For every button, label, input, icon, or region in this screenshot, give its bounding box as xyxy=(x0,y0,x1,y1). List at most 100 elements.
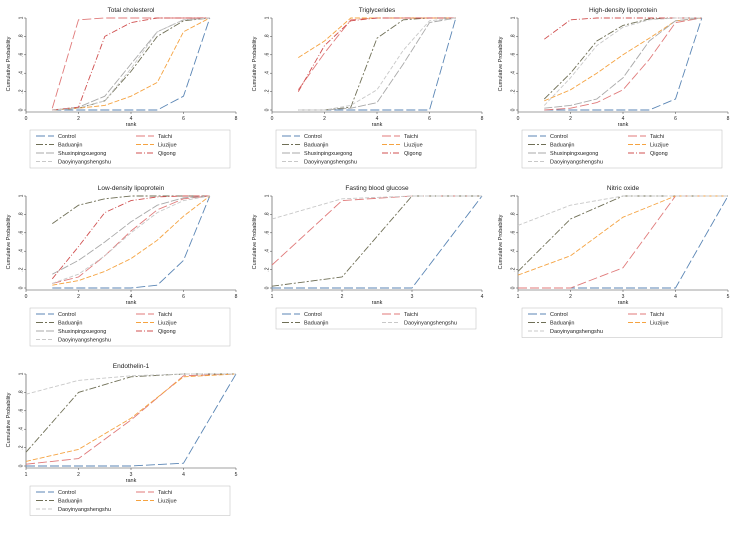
legend-label-liuzijue: Liuzijue xyxy=(650,143,669,149)
legend-label-shuxinpingxuegong: Shuxinpingxuegong xyxy=(550,151,598,157)
x-tick-label: 4 xyxy=(376,116,379,122)
legend-label-daoyinyangshengshu: Daoyinyangshengshu xyxy=(304,160,357,166)
legend-label-taichi: Taichi xyxy=(158,312,172,318)
chart-title: High-density lipoprotein xyxy=(589,7,657,14)
legend-label-qigong: Qigong xyxy=(158,329,176,335)
legend-label-control: Control xyxy=(550,312,568,318)
chart-nitric-oxide: Nitric oxide 0 .2 .4 .6 .8 1 1 2 3 4 5 rank Cumulativ… xyxy=(492,178,738,356)
x-tick-label: 5 xyxy=(235,472,238,478)
chart-svg: Fasting blood glucose 0 .2 .4 .6 .8 1 1 2 3 4 rank C… xyxy=(252,185,484,330)
legend-label-shuxinpingxuegong: Shuxinpingxuegong xyxy=(304,151,352,157)
y-tick-label: 1 xyxy=(264,194,270,197)
chart-total-cholesterol: Total cholesterol 0 .2 .4 .6 .8 1 0 2 4 6 8 rank Cumu… xyxy=(0,0,246,178)
y-axis-label: Cumulative Probability xyxy=(252,36,258,91)
x-tick-label: 6 xyxy=(428,116,431,122)
chart-triglycerides: Triglycerides 0 .2 .4 .6 .8 1 0 2 4 6 8 rank Cumulati… xyxy=(246,0,492,178)
x-axis-label: rank xyxy=(618,300,629,306)
series-line-taichi xyxy=(518,195,728,289)
series-line-taichi xyxy=(52,195,210,284)
y-tick-label: .4 xyxy=(18,427,24,431)
series-line-shuxinpingxuegong xyxy=(52,195,210,275)
series-line-liuzijue xyxy=(52,17,211,111)
y-tick-label: .4 xyxy=(264,71,270,75)
legend-label-qigong: Qigong xyxy=(650,151,668,157)
legend-box xyxy=(29,485,231,516)
series-line-control xyxy=(544,17,703,111)
legend-label-daoyinyangshengshu: Daoyinyangshengshu xyxy=(58,160,111,166)
series-line-daoyinyangshengshu xyxy=(25,373,236,395)
legend-label-control: Control xyxy=(304,312,322,318)
series-line-liuzijue xyxy=(544,17,702,102)
x-tick-label: 3 xyxy=(411,294,414,300)
chart-svg: Triglycerides 0 .2 .4 .6 .8 1 0 2 4 6 8 rank Cumulati… xyxy=(252,7,484,169)
y-tick-label: .2 xyxy=(264,267,270,271)
y-tick-label: .8 xyxy=(510,212,516,216)
y-tick-label: 0 xyxy=(510,286,516,289)
y-tick-label: 1 xyxy=(510,16,516,19)
x-tick-label: 8 xyxy=(727,116,730,122)
legend-label-shuxinpingxuegong: Shuxinpingxuegong xyxy=(58,329,106,335)
y-tick-label: .4 xyxy=(510,71,516,75)
x-tick-label: 4 xyxy=(674,294,677,300)
legend-label-control: Control xyxy=(550,134,568,140)
legend-label-control: Control xyxy=(58,312,76,318)
y-tick-label: .2 xyxy=(510,89,516,93)
series-line-qigong xyxy=(297,17,456,92)
y-axis-label: Cumulative Probability xyxy=(6,36,12,91)
y-tick-label: .4 xyxy=(18,71,24,75)
y-tick-label: .8 xyxy=(18,212,24,216)
legend-label-daoyinyangshengshu: Daoyinyangshengshu xyxy=(404,321,457,327)
chart-svg: Endothelin-1 0 .2 .4 .6 .8 1 1 2 3 4 5 rank Cumulativ… xyxy=(6,363,238,516)
series-line-baduanjin xyxy=(298,17,456,111)
y-axis-label: Cumulative Probability xyxy=(6,392,12,447)
y-tick-label: .6 xyxy=(264,52,270,56)
y-tick-label: .8 xyxy=(264,34,270,38)
legend-label-baduanjin: Baduanjin xyxy=(550,143,574,149)
y-tick-label: 0 xyxy=(264,286,270,289)
y-tick-label: .6 xyxy=(18,230,24,234)
series-line-daoyinyangshengshu xyxy=(517,195,728,226)
legend-label-shuxinpingxuegong: Shuxinpingxuegong xyxy=(58,151,106,157)
chart-title: Total cholesterol xyxy=(108,7,156,14)
x-tick-label: 2 xyxy=(77,472,80,478)
series-line-control xyxy=(26,373,237,467)
x-axis-label: rank xyxy=(372,300,383,306)
x-tick-label: 1 xyxy=(271,294,274,300)
x-axis-label: rank xyxy=(126,122,137,128)
series-line-control xyxy=(52,17,211,111)
legend-box xyxy=(521,129,723,169)
x-tick-label: 6 xyxy=(182,294,185,300)
y-tick-label: .6 xyxy=(264,230,270,234)
legend-label-taichi: Taichi xyxy=(650,134,664,140)
legend-label-baduanjin: Baduanjin xyxy=(58,321,82,327)
series-line-control xyxy=(298,17,457,111)
legend-label-liuzijue: Liuzijue xyxy=(404,143,423,149)
series-line-taichi xyxy=(544,17,702,111)
legend-label-baduanjin: Baduanjin xyxy=(304,321,328,327)
y-tick-label: .6 xyxy=(510,230,516,234)
chart-endothelin-1: Endothelin-1 0 .2 .4 .6 .8 1 1 2 3 4 5 rank Cumulativ… xyxy=(0,356,246,534)
legend-label-taichi: Taichi xyxy=(158,490,172,496)
series-line-shuxinpingxuegong xyxy=(544,17,702,109)
legend-box xyxy=(275,129,477,169)
x-tick-label: 2 xyxy=(341,294,344,300)
legend-label-daoyinyangshengshu: Daoyinyangshengshu xyxy=(550,329,603,335)
series-line-control xyxy=(52,195,211,289)
legend-label-daoyinyangshengshu: Daoyinyangshengshu xyxy=(550,160,603,166)
x-tick-label: 1 xyxy=(517,294,520,300)
series-line-qigong xyxy=(51,195,210,280)
legend-label-qigong: Qigong xyxy=(404,151,422,157)
y-axis-label: Cumulative Probability xyxy=(252,214,258,269)
series-line-control xyxy=(272,195,483,289)
chart-svg: Total cholesterol 0 .2 .4 .6 .8 1 0 2 4 6 8 rank Cumu… xyxy=(6,7,238,169)
legend-label-control: Control xyxy=(304,134,322,140)
legend-label-baduanjin: Baduanjin xyxy=(58,499,82,505)
chart-title: Nitric oxide xyxy=(607,185,640,192)
legend-label-liuzijue: Liuzijue xyxy=(158,499,177,505)
legend-label-liuzijue: Liuzijue xyxy=(158,321,177,327)
chart-svg: Low-density lipoprotein 0 .2 .4 .6 .8 1 0 2 4 6 8 ra… xyxy=(6,185,238,347)
x-tick-label: 2 xyxy=(77,116,80,122)
x-tick-label: 5 xyxy=(727,294,730,300)
series-line-daoyinyangshengshu xyxy=(271,195,482,220)
series-line-daoyinyangshengshu xyxy=(298,17,456,111)
